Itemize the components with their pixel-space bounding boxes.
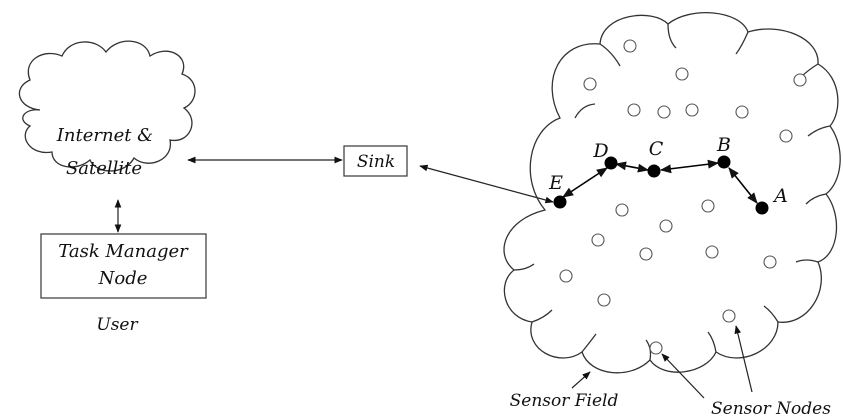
route-label-e: E xyxy=(548,172,563,194)
route-node-d xyxy=(604,156,618,170)
sensor-node xyxy=(615,203,629,217)
route-label-a: A xyxy=(772,185,788,207)
task-manager-label-line1: Task Manager xyxy=(58,241,189,262)
sensor-node xyxy=(705,245,719,259)
route-node-e xyxy=(553,195,567,209)
sensor-node xyxy=(657,105,671,119)
route-node-a xyxy=(755,201,769,215)
idle-sensor-nodes xyxy=(559,39,807,355)
sensor-node xyxy=(623,39,637,53)
sensor-node xyxy=(559,269,573,283)
task-manager-node: Task Manager Node xyxy=(40,233,207,299)
route-label-b: B xyxy=(716,134,731,156)
internet-label-line2: Satellite xyxy=(66,158,142,179)
sensor-node xyxy=(793,73,807,87)
routing-path: E D C B A xyxy=(548,134,788,215)
route-label-c: C xyxy=(649,138,664,160)
user-label: User xyxy=(96,315,138,335)
sensor-node xyxy=(763,255,777,269)
route-label-d: D xyxy=(592,140,608,162)
sensor-node xyxy=(583,77,597,91)
sink-node: Sink xyxy=(343,145,408,177)
task-manager-label-line2: Node xyxy=(98,268,148,289)
route-node-c xyxy=(647,164,661,178)
sensor-node xyxy=(627,103,641,117)
sensor-node xyxy=(685,103,699,117)
sensor-node xyxy=(659,219,673,233)
sensor-nodes-pointer-1 xyxy=(661,353,705,399)
sensor-field-label: Sensor Field xyxy=(510,391,619,411)
sensor-node xyxy=(591,233,605,247)
hop-c-b xyxy=(659,159,720,174)
sensor-field-cloud xyxy=(503,12,841,374)
sensor-node xyxy=(639,247,653,261)
sensor-node xyxy=(675,67,689,81)
internet-label-line1: Internet & xyxy=(56,125,153,146)
sink-route-link xyxy=(419,164,554,204)
internet-satellite-cloud: Internet & Satellite xyxy=(18,40,196,179)
sensor-nodes-label: Sensor Nodes xyxy=(711,399,831,416)
sensor-node xyxy=(701,199,715,213)
sensor-node xyxy=(649,341,663,355)
sensor-node xyxy=(779,129,793,143)
sensor-node xyxy=(735,105,749,119)
sensor-nodes-pointer-2 xyxy=(734,325,753,393)
sensor-node xyxy=(597,293,611,307)
sink-label: Sink xyxy=(357,152,395,172)
hop-e-d xyxy=(562,167,608,198)
hop-b-a xyxy=(728,167,758,204)
hop-d-c xyxy=(614,161,650,173)
sensor-node xyxy=(722,309,736,323)
route-node-b xyxy=(717,155,731,169)
sensor-field-pointer xyxy=(571,371,591,389)
